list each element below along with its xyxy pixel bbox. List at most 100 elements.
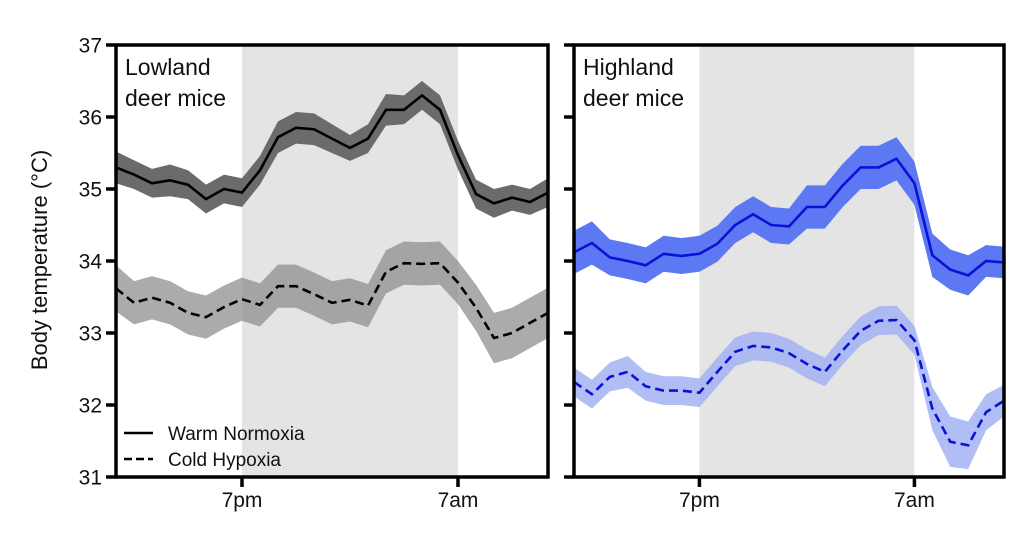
data-point-warm-normoxia [752,213,754,215]
data-point-cold-hypoxia [223,306,225,308]
legend-label: Warm Normoxia [168,424,305,445]
y-tick-label: 34 [79,251,103,274]
data-point-warm-normoxia [877,166,879,168]
data-point-warm-normoxia [609,256,611,258]
data-point-cold-hypoxia [877,320,879,322]
data-point-cold-hypoxia [609,376,611,378]
data-point-cold-hypoxia [752,345,754,347]
data-point-warm-normoxia [187,183,189,185]
y-axis-title: Body temperature (°C) [27,150,52,370]
data-point-warm-normoxia [591,242,593,244]
data-point-warm-normoxia [367,137,369,139]
data-point-cold-hypoxia [734,351,736,353]
x-tick-label: 7pm [222,489,263,512]
data-point-warm-normoxia [931,254,933,256]
data-point-warm-normoxia [662,253,664,255]
data-point-cold-hypoxia [313,293,315,295]
data-point-warm-normoxia [511,196,513,198]
data-point-cold-hypoxia [169,302,171,304]
data-point-cold-hypoxia [349,299,351,301]
y-tick-label: 35 [79,179,102,202]
data-point-warm-normoxia [788,225,790,227]
legend-label: Cold Hypoxia [168,450,281,471]
x-tick-label: 7am [894,489,935,512]
data-point-cold-hypoxia [644,385,646,387]
series-line-cold-hypoxia [115,261,549,340]
data-point-cold-hypoxia [859,330,861,332]
series-line-warm-normoxia [573,157,1005,277]
y-tick-label: 31 [79,467,102,490]
data-point-warm-normoxia [349,147,351,149]
data-point-cold-hypoxia [806,363,808,365]
y-tick-label: 36 [79,107,102,130]
data-point-cold-hypoxia [627,371,629,373]
data-point-warm-normoxia [475,193,477,195]
data-point-warm-normoxia [385,109,387,111]
panel-title: deer mice [125,85,226,111]
data-point-cold-hypoxia [385,271,387,273]
data-point-warm-normoxia [259,169,261,171]
data-point-warm-normoxia [806,206,808,208]
panel-lowland: 31 32 33 34 35 36 37 7pm 7am Lowland deer mice Warm… [79,35,550,512]
data-point-warm-normoxia [169,179,171,181]
data-point-warm-normoxia [770,224,772,226]
data-point-warm-normoxia [859,166,861,168]
data-point-cold-hypoxia [913,339,915,341]
error-band-warm-normoxia [116,81,548,218]
data-point-cold-hypoxia [205,316,207,318]
data-point-warm-normoxia [716,243,718,245]
data-point-warm-normoxia [133,173,135,175]
panel-highland: 7pm 7am Highland deer mice [564,43,1006,512]
data-point-warm-normoxia [895,158,897,160]
x-tick-label: 7pm [679,489,720,512]
data-point-warm-normoxia [493,202,495,204]
data-point-cold-hypoxia [241,298,243,300]
data-point-cold-hypoxia [133,302,135,304]
data-point-warm-normoxia [698,253,700,255]
x-tick-label: 7am [438,489,479,512]
data-point-cold-hypoxia [788,352,790,354]
data-point-cold-hypoxia [949,441,951,443]
data-point-cold-hypoxia [367,304,369,306]
data-point-warm-normoxia [949,268,951,270]
data-point-warm-normoxia [295,127,297,129]
panel-title: Highland [583,54,674,80]
data-point-cold-hypoxia [662,389,664,391]
data-point-cold-hypoxia [295,285,297,287]
data-point-cold-hypoxia [511,332,513,334]
data-point-warm-normoxia [151,182,153,184]
data-point-warm-normoxia [680,255,682,257]
y-tick-label: 32 [79,395,102,418]
data-point-warm-normoxia [824,206,826,208]
data-point-warm-normoxia [967,274,969,276]
data-point-cold-hypoxia [403,262,405,264]
data-point-warm-normoxia [529,201,531,203]
data-point-cold-hypoxia [259,304,261,306]
panel-title: Lowland [125,54,211,80]
data-point-cold-hypoxia [824,371,826,373]
data-point-warm-normoxia [913,182,915,184]
data-point-cold-hypoxia [475,307,477,309]
data-point-cold-hypoxia [770,346,772,348]
data-point-warm-normoxia [313,128,315,130]
data-point-warm-normoxia [627,260,629,262]
data-point-cold-hypoxia [529,322,531,324]
dark-phase-shading [699,45,915,477]
y-tick-label: 37 [79,35,102,58]
data-point-cold-hypoxia [591,393,593,395]
data-point-cold-hypoxia [698,392,700,394]
legend: Warm Normoxia Cold Hypoxia [124,424,305,471]
data-point-cold-hypoxia [842,349,844,351]
data-point-cold-hypoxia [331,302,333,304]
data-point-warm-normoxia [403,109,405,111]
data-point-warm-normoxia [734,224,736,226]
series-line-cold-hypoxia [573,318,1005,447]
data-point-cold-hypoxia [931,407,933,409]
data-point-cold-hypoxia [680,389,682,391]
y-tick-label: 33 [79,323,102,346]
data-point-warm-normoxia [277,136,279,138]
data-point-warm-normoxia [985,260,987,262]
data-point-warm-normoxia [439,109,441,111]
data-point-warm-normoxia [644,264,646,266]
data-point-cold-hypoxia [967,444,969,446]
